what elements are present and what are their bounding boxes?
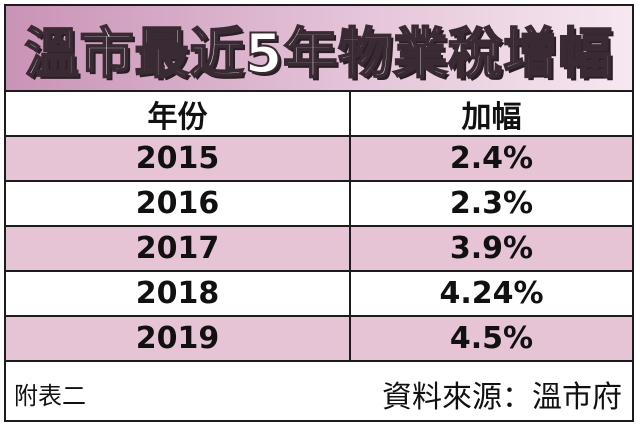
header-year: 年份 (6, 92, 351, 135)
data-table: 年份 加幅 2015 2.4% 2016 2.3% 2017 3.9% 2018… (6, 92, 632, 362)
year-cell: 2015 (6, 137, 351, 180)
table-row: 2016 2.3% (6, 182, 632, 227)
year-cell: 2017 (6, 227, 351, 270)
header-increase: 加幅 (461, 99, 522, 135)
increase-cell: 4.5% (449, 321, 534, 356)
table-footer: 附表二 資料來源：溫市府 (6, 367, 632, 420)
increase-cell: 2.3% (449, 186, 534, 221)
table-row: 2018 4.24% (6, 272, 632, 317)
table-header-row: 年份 加幅 (6, 92, 632, 137)
table-note: 附表二 (14, 382, 86, 410)
year-cell: 2016 (6, 182, 351, 225)
chart-frame: 溫市最近5年物業稅增幅 年份 加幅 2015 2.4% 2016 2.3% 20… (4, 4, 634, 422)
table-row: 2015 2.4% (6, 137, 632, 182)
chart-title: 溫市最近5年物業稅增幅 (24, 21, 614, 86)
increase-cell: 3.9% (449, 231, 534, 266)
increase-cell: 2.4% (449, 141, 534, 176)
table-row: 2019 4.5% (6, 317, 632, 362)
title-banner: 溫市最近5年物業稅增幅 (6, 6, 632, 92)
year-cell: 2018 (6, 272, 351, 315)
table-row: 2017 3.9% (6, 227, 632, 272)
increase-cell: 4.24% (439, 276, 544, 311)
source-credit: 資料來源：溫市府 (382, 379, 622, 415)
year-cell: 2019 (6, 317, 351, 360)
